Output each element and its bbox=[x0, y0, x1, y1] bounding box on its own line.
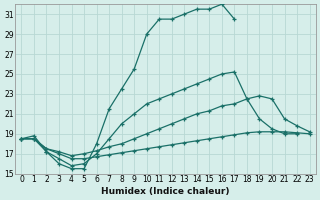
X-axis label: Humidex (Indice chaleur): Humidex (Indice chaleur) bbox=[101, 187, 230, 196]
